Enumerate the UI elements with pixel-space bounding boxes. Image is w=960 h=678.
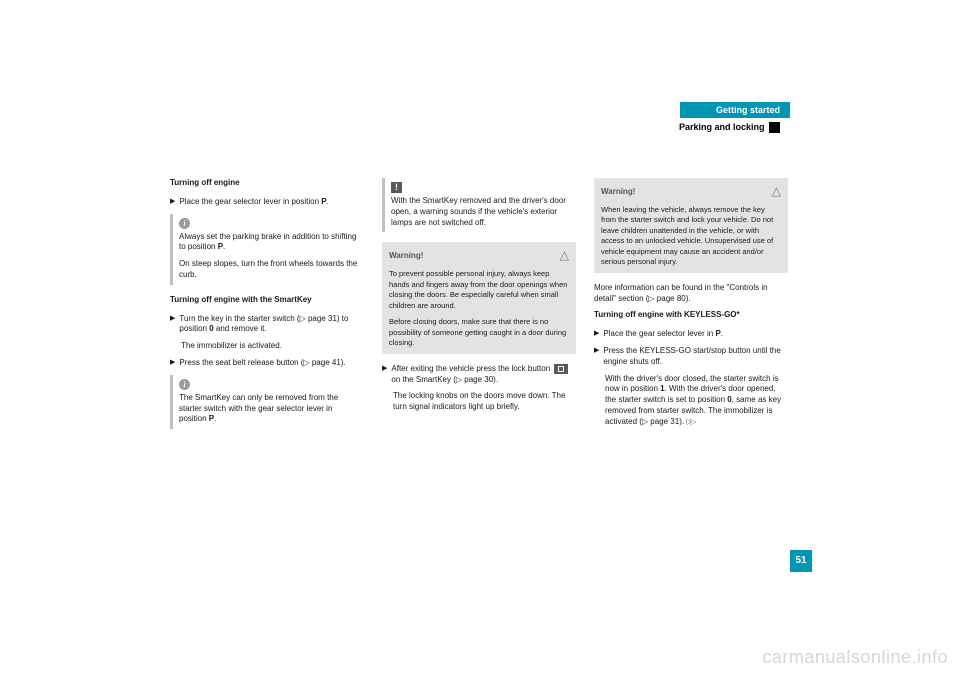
bullet-sub: The immobilizer is activated.	[181, 341, 364, 352]
lock-icon	[554, 364, 568, 374]
page-number: 51	[790, 550, 812, 572]
warning-text: Before closing doors, make sure that the…	[389, 317, 569, 349]
bullet-text: Press the seat belt release button (▷ pa…	[179, 358, 364, 369]
column-2: ! With the SmartKey removed and the driv…	[382, 178, 576, 439]
exclamation-icon: !	[391, 182, 402, 193]
section-marker-icon	[769, 122, 780, 133]
bullet-text: Place the gear selector lever in positio…	[179, 197, 364, 208]
column-3: Warning! △ When leaving the vehicle, alw…	[594, 178, 788, 439]
page-header: Getting started Parking and locking	[679, 100, 790, 133]
bullet-item: ▶ Press the KEYLESS-GO start/stop button…	[594, 346, 788, 368]
warning-header: Warning! △	[601, 183, 781, 200]
warning-box: Warning! △ When leaving the vehicle, alw…	[594, 178, 788, 273]
info-icon: i	[179, 218, 190, 229]
caution-note: ! With the SmartKey removed and the driv…	[382, 178, 576, 232]
bullet-sub: With the driver's door closed, the start…	[605, 374, 788, 428]
text-columns: Turning off engine ▶ Place the gear sele…	[170, 178, 790, 439]
bullet-icon: ▶	[594, 329, 599, 340]
bullet-icon: ▶	[170, 314, 175, 336]
bullet-item: ▶ Place the gear selector lever in posit…	[170, 197, 364, 208]
bullet-icon: ▶	[170, 197, 175, 208]
info-text: On steep slopes, turn the front wheels t…	[179, 259, 360, 281]
column-1: Turning off engine ▶ Place the gear sele…	[170, 178, 364, 439]
info-text: The SmartKey can only be removed from th…	[179, 393, 360, 425]
paragraph: More information can be found in the "Co…	[594, 283, 788, 305]
caution-text: With the SmartKey removed and the driver…	[391, 196, 572, 228]
info-note: i The SmartKey can only be removed from …	[170, 375, 364, 429]
heading-turning-off: Turning off engine	[170, 178, 364, 189]
section-row: Parking and locking	[679, 118, 790, 133]
continued-icon: ▷▷	[686, 417, 694, 426]
bullet-item: ▶ After exiting the vehicle press the lo…	[382, 364, 576, 386]
warning-box: Warning! △ To prevent possible personal …	[382, 242, 576, 353]
bullet-item: ▶ Turn the key in the starter switch (▷ …	[170, 314, 364, 336]
bullet-sub: The locking knobs on the doors move down…	[393, 391, 576, 413]
bullet-icon: ▶	[594, 346, 599, 368]
watermark: carmanualsonline.info	[762, 647, 948, 668]
info-icon: i	[179, 379, 190, 390]
heading-smartkey: Turning off engine with the SmartKey	[170, 295, 364, 306]
chapter-title: Getting started	[680, 102, 790, 118]
warning-triangle-icon: △	[560, 247, 569, 264]
warning-text: To prevent possible personal injury, alw…	[389, 269, 569, 311]
bullet-text: Press the KEYLESS-GO start/stop button u…	[603, 346, 788, 368]
bullet-item: ▶ Press the seat belt release button (▷ …	[170, 358, 364, 369]
warning-text: When leaving the vehicle, always remove …	[601, 205, 781, 268]
warning-title: Warning!	[389, 250, 423, 261]
bullet-icon: ▶	[170, 358, 175, 369]
info-note: i Always set the parking brake in additi…	[170, 214, 364, 285]
warning-header: Warning! △	[389, 247, 569, 264]
section-title: Parking and locking	[679, 122, 765, 132]
warning-triangle-icon: △	[772, 183, 781, 200]
bullet-text: Turn the key in the starter switch (▷ pa…	[179, 314, 364, 336]
bullet-text: After exiting the vehicle press the lock…	[391, 364, 576, 386]
bullet-icon: ▶	[382, 364, 387, 386]
warning-title: Warning!	[601, 186, 635, 197]
info-text: Always set the parking brake in addition…	[179, 232, 360, 254]
bullet-item: ▶ Place the gear selector lever in P.	[594, 329, 788, 340]
heading-keyless: Turning off engine with KEYLESS-GO*	[594, 310, 788, 321]
bullet-text: Place the gear selector lever in P.	[603, 329, 788, 340]
